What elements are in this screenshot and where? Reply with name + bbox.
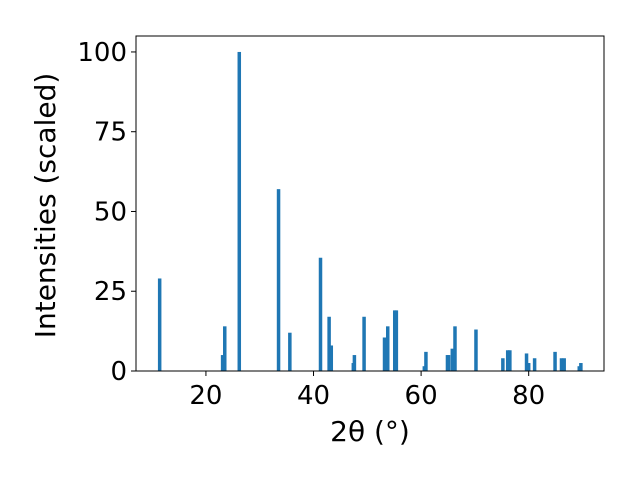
y-tick-label: 0 xyxy=(110,357,127,387)
bar xyxy=(524,353,529,371)
bar xyxy=(508,350,512,371)
bar xyxy=(559,358,564,371)
bar xyxy=(553,351,557,371)
bar xyxy=(505,350,510,371)
bar xyxy=(532,358,537,371)
bar xyxy=(288,332,292,371)
bar xyxy=(450,348,455,371)
x-tick-label: 40 xyxy=(297,381,330,411)
y-tick-label: 50 xyxy=(94,197,127,227)
bar xyxy=(318,257,323,371)
bar xyxy=(157,278,162,371)
bar xyxy=(362,316,366,371)
bar xyxy=(526,363,531,371)
bar xyxy=(474,329,478,371)
bar xyxy=(382,337,387,371)
y-axis-ticks: 0 25 50 75 100 xyxy=(77,38,136,387)
bar xyxy=(453,326,457,371)
y-tick-label: 25 xyxy=(94,277,127,307)
bars-group xyxy=(157,51,583,371)
y-tick-label: 100 xyxy=(77,38,127,68)
bar xyxy=(327,316,331,371)
x-tick-label: 20 xyxy=(189,381,222,411)
bar xyxy=(223,326,227,371)
x-tick-label: 60 xyxy=(405,381,438,411)
bar xyxy=(276,189,281,371)
bar xyxy=(220,355,225,371)
x-tick-label: 80 xyxy=(512,381,545,411)
bar xyxy=(579,363,583,371)
x-axis-label: 2θ (°) xyxy=(330,415,410,448)
y-axis-label: Intensities (scaled) xyxy=(29,73,62,339)
bar xyxy=(446,355,451,371)
bar xyxy=(352,355,357,371)
bar xyxy=(562,358,566,371)
bar xyxy=(329,345,334,371)
x-axis-ticks: 20 40 60 80 xyxy=(189,371,545,411)
y-tick-label: 75 xyxy=(94,118,127,148)
bar xyxy=(386,326,390,371)
bar xyxy=(501,358,505,371)
bar xyxy=(424,351,428,371)
bar xyxy=(237,51,242,371)
plot-frame xyxy=(135,35,605,372)
bar xyxy=(394,310,399,371)
